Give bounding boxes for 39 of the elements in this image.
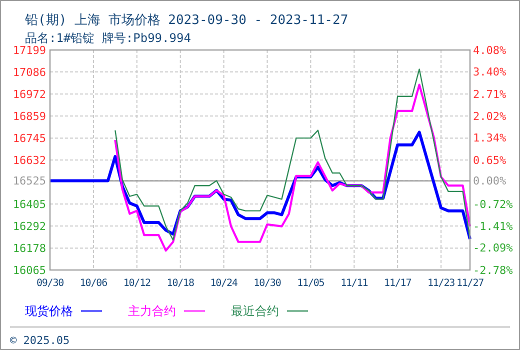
y2-tick-label: 2.71% — [473, 88, 506, 101]
x-tick-label: 11/05 — [297, 278, 325, 289]
y2-tick-label: 0.00% — [473, 174, 506, 188]
x-tick-label: 10/18 — [166, 278, 194, 289]
y-tick-label: 16292 — [12, 220, 46, 233]
x-tick-label: 09/30 — [36, 278, 64, 289]
x-tick-label: 10/12 — [123, 278, 152, 289]
x-tick-label: 11/27 — [456, 278, 484, 289]
chart-subtitle: 品名:1#铅锭 牌号:Pb99.994 — [25, 31, 191, 45]
text: © 2025.05 — [10, 334, 70, 347]
y2-tick-label: 0.65% — [473, 154, 506, 167]
y2-tick-label: 2.02% — [473, 110, 506, 123]
y-tick-label: 17086 — [12, 66, 46, 79]
y2-tick-label: 3.40% — [473, 66, 506, 79]
y-tick-label: 16632 — [12, 154, 46, 167]
legend-label: 最近合约 — [231, 304, 279, 318]
y-tick-label: 16525 — [12, 174, 46, 188]
x-tick-label: 10/06 — [80, 278, 108, 289]
x-tick-label: 10/30 — [254, 278, 282, 289]
y2-tick-label: -1.41% — [473, 220, 514, 233]
y-tick-label: 16745 — [12, 132, 46, 145]
y-tick-label: 16065 — [12, 264, 46, 277]
y2-tick-label: 4.08% — [473, 44, 506, 57]
legend-label: 现货价格 — [25, 304, 73, 318]
x-tick-label: 11/11 — [340, 278, 368, 289]
y-tick-label: 16405 — [12, 198, 46, 211]
x-tick-label: 11/23 — [427, 278, 456, 289]
y-tick-label: 16859 — [12, 110, 46, 123]
chart-title: 铅(期) 上海 市场价格 2023-09-30 - 2023-11-27 — [24, 13, 348, 28]
legend-label: 主力合约 — [128, 304, 176, 318]
x-tick-label: 10/24 — [210, 278, 238, 289]
y-tick-label: 17199 — [12, 44, 46, 57]
y2-tick-label: 1.34% — [473, 132, 506, 145]
y-tick-label: 16972 — [12, 88, 46, 101]
y2-tick-label: -2.78% — [473, 264, 514, 277]
y-tick-label: 16178 — [12, 242, 46, 255]
y2-tick-label: -0.72% — [473, 198, 514, 211]
x-tick-label: 11/17 — [384, 278, 412, 289]
y2-tick-label: -2.09% — [473, 242, 514, 255]
